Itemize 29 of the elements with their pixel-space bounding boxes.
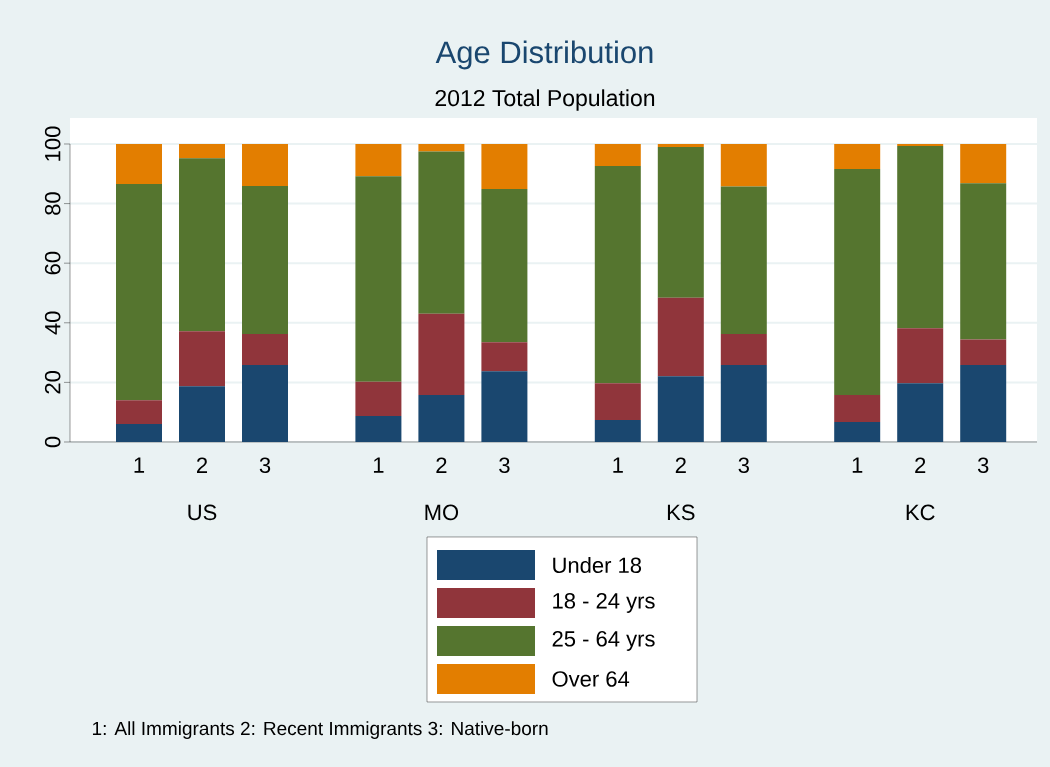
legend-label: Under 18 [553,556,642,574]
x-tick-label: 1 [373,457,384,473]
x-tick-label: 1 [613,457,623,473]
x-tick-label: 2 [915,457,926,473]
chart-title: Age Distribution [435,40,653,70]
y-tick-label: 40 [44,311,61,335]
y-tick-label: 0 [44,436,61,448]
legend-label: 18 - 24 yrs [553,593,655,613]
y-tick-label: 60 [44,251,61,275]
text: KS [667,504,695,521]
x-tick-label: 1 [852,457,863,473]
x-tick-label: 2 [436,457,447,473]
x-tick-label: 1 [134,457,145,473]
x-tick-label: 3 [259,457,271,474]
x-tick-label: 3 [738,457,749,474]
y-tick-label: 20 [44,371,61,394]
text: KC [906,504,935,521]
legend-label: 25 - 64 yrs [552,631,655,651]
x-tick-label: 3 [977,457,989,474]
chart-subtitle: 2012 Total Population [435,89,655,111]
legend-label: Over 64 [552,671,630,687]
x-tick-label: 3 [499,457,510,474]
y-tick-label: 100 [44,126,61,161]
text: 1: All Immigrants 2: Recent Immigrants 3: Native-born [92,721,548,739]
text: MO [425,504,459,521]
y-tick-label: 80 [44,192,61,215]
text: US [188,504,217,521]
x-tick-label: 2 [197,457,208,473]
x-tick-label: 2 [675,457,686,473]
